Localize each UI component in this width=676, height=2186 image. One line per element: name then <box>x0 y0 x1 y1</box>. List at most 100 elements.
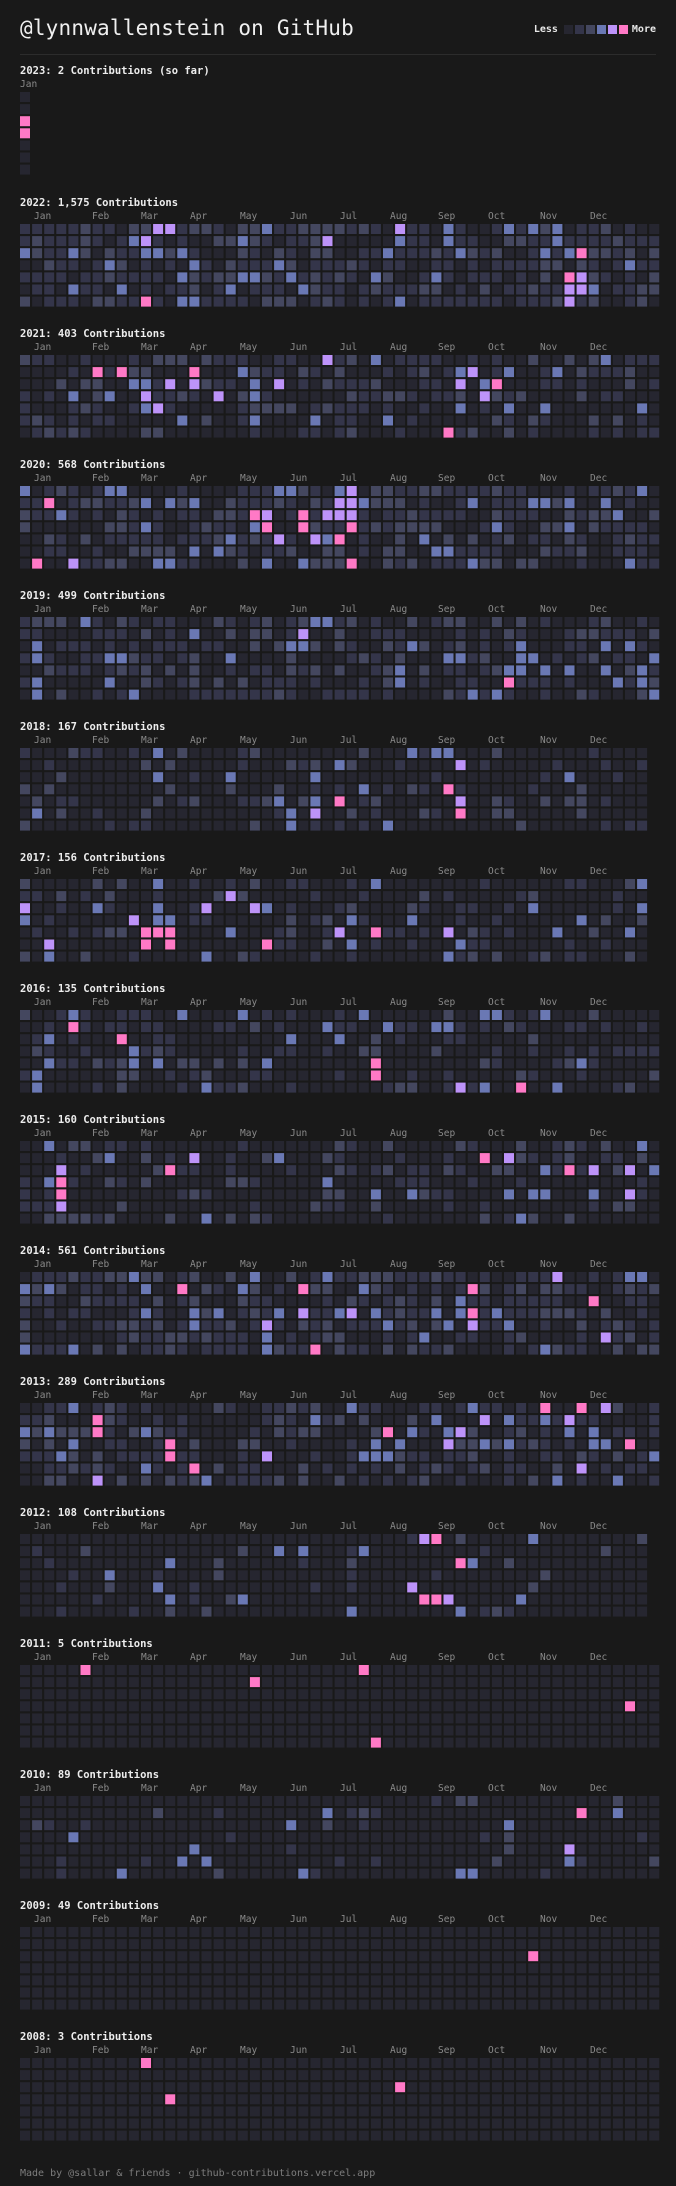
day-cell[interactable] <box>516 1308 527 1319</box>
day-cell[interactable] <box>80 1713 91 1724</box>
day-cell[interactable] <box>370 653 381 664</box>
day-cell[interactable] <box>504 403 514 414</box>
day-cell[interactable] <box>322 236 333 247</box>
day-cell[interactable] <box>56 1713 67 1724</box>
day-cell[interactable] <box>128 260 139 271</box>
day-cell[interactable] <box>249 427 260 438</box>
day-cell[interactable] <box>370 689 381 700</box>
day-cell[interactable] <box>600 1034 611 1045</box>
day-cell[interactable] <box>419 689 430 700</box>
day-cell[interactable] <box>80 629 91 640</box>
day-cell[interactable] <box>637 1665 648 1675</box>
day-cell[interactable] <box>20 224 30 234</box>
day-cell[interactable] <box>141 1213 151 1224</box>
day-cell[interactable] <box>455 1820 466 1831</box>
day-cell[interactable] <box>346 1141 357 1151</box>
day-cell[interactable] <box>455 1177 466 1188</box>
day-cell[interactable] <box>564 1058 575 1069</box>
day-cell[interactable] <box>358 546 369 557</box>
day-cell[interactable] <box>177 355 188 365</box>
day-cell[interactable] <box>419 1415 430 1426</box>
day-cell[interactable] <box>443 367 454 378</box>
day-cell[interactable] <box>600 1153 611 1164</box>
day-cell[interactable] <box>44 903 55 914</box>
day-cell[interactable] <box>153 296 164 307</box>
day-cell[interactable] <box>225 1141 236 1151</box>
day-cell[interactable] <box>504 1332 514 1343</box>
day-cell[interactable] <box>540 939 551 950</box>
day-cell[interactable] <box>600 1701 611 1712</box>
day-cell[interactable] <box>44 355 55 365</box>
day-cell[interactable] <box>128 1677 139 1688</box>
day-cell[interactable] <box>225 653 236 664</box>
day-cell[interactable] <box>249 1141 260 1151</box>
day-cell[interactable] <box>322 927 333 938</box>
day-cell[interactable] <box>298 1701 309 1712</box>
day-cell[interactable] <box>370 1320 381 1331</box>
day-cell[interactable] <box>104 1475 115 1486</box>
day-cell[interactable] <box>141 665 151 676</box>
day-cell[interactable] <box>564 1201 575 1212</box>
day-cell[interactable] <box>576 1165 587 1176</box>
day-cell[interactable] <box>358 1451 369 1462</box>
day-cell[interactable] <box>165 272 176 283</box>
day-cell[interactable] <box>346 1868 357 1879</box>
day-cell[interactable] <box>201 1558 212 1569</box>
day-cell[interactable] <box>225 1165 236 1176</box>
day-cell[interactable] <box>128 1689 139 1700</box>
day-cell[interactable] <box>419 951 430 962</box>
day-cell[interactable] <box>504 1153 514 1164</box>
day-cell[interactable] <box>274 1725 285 1736</box>
day-cell[interactable] <box>310 1546 321 1557</box>
day-cell[interactable] <box>540 1808 551 1819</box>
day-cell[interactable] <box>165 248 176 259</box>
day-cell[interactable] <box>56 260 67 271</box>
day-cell[interactable] <box>32 1737 43 1748</box>
day-cell[interactable] <box>625 1546 635 1557</box>
day-cell[interactable] <box>649 1415 660 1426</box>
day-cell[interactable] <box>479 1058 490 1069</box>
day-cell[interactable] <box>649 677 660 688</box>
day-cell[interactable] <box>383 665 393 676</box>
day-cell[interactable] <box>153 1844 164 1855</box>
day-cell[interactable] <box>274 498 285 509</box>
day-cell[interactable] <box>141 1141 151 1151</box>
day-cell[interactable] <box>504 284 514 295</box>
day-cell[interactable] <box>588 677 599 688</box>
day-cell[interactable] <box>92 391 103 402</box>
day-cell[interactable] <box>262 665 272 676</box>
day-cell[interactable] <box>419 748 430 758</box>
day-cell[interactable] <box>443 927 454 938</box>
day-cell[interactable] <box>637 665 648 676</box>
day-cell[interactable] <box>358 939 369 950</box>
day-cell[interactable] <box>455 951 466 962</box>
day-cell[interactable] <box>491 820 502 831</box>
day-cell[interactable] <box>165 1534 176 1544</box>
day-cell[interactable] <box>153 915 164 926</box>
day-cell[interactable] <box>564 689 575 700</box>
day-cell[interactable] <box>540 1796 551 1806</box>
day-cell[interactable] <box>383 1725 393 1736</box>
day-cell[interactable] <box>322 1344 333 1355</box>
day-cell[interactable] <box>443 939 454 950</box>
day-cell[interactable] <box>552 796 563 807</box>
day-cell[interactable] <box>395 1701 406 1712</box>
day-cell[interactable] <box>201 641 212 652</box>
day-cell[interactable] <box>370 1153 381 1164</box>
day-cell[interactable] <box>141 403 151 414</box>
day-cell[interactable] <box>540 1213 551 1224</box>
day-cell[interactable] <box>310 391 321 402</box>
day-cell[interactable] <box>455 272 466 283</box>
day-cell[interactable] <box>189 1058 200 1069</box>
day-cell[interactable] <box>612 1534 623 1544</box>
day-cell[interactable] <box>407 236 418 247</box>
day-cell[interactable] <box>564 1332 575 1343</box>
day-cell[interactable] <box>44 284 55 295</box>
day-cell[interactable] <box>576 1606 587 1617</box>
day-cell[interactable] <box>213 415 224 426</box>
day-cell[interactable] <box>552 379 563 390</box>
day-cell[interactable] <box>104 629 115 640</box>
day-cell[interactable] <box>44 1820 55 1831</box>
day-cell[interactable] <box>649 379 660 390</box>
day-cell[interactable] <box>177 1010 188 1020</box>
